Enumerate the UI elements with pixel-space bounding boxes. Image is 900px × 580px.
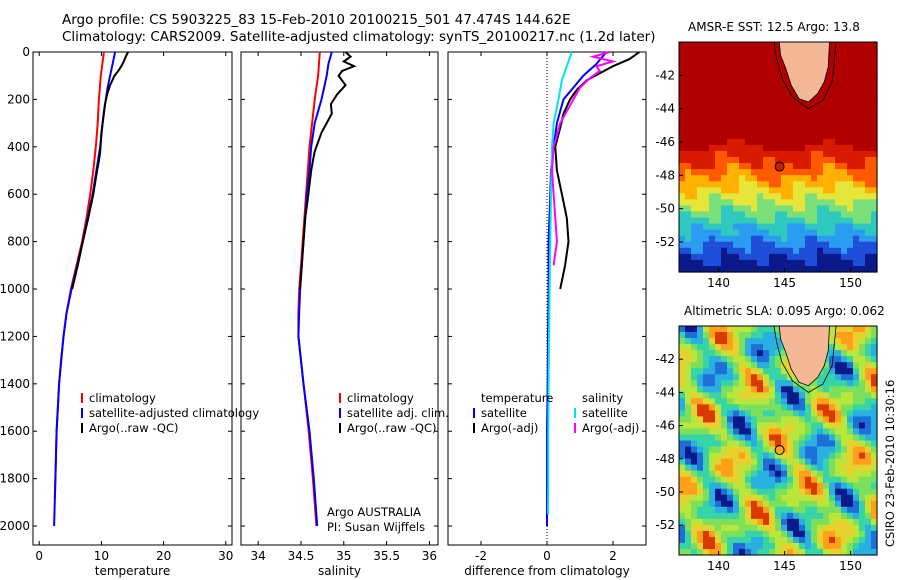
diff-legend-heading: temperature xyxy=(481,391,553,405)
sla_map-xtick-label: 145 xyxy=(773,559,796,573)
sla_map-ytick-label: -44 xyxy=(655,385,675,399)
sst_map-xtick-label: 145 xyxy=(773,276,796,290)
sal-axes-frame xyxy=(240,51,439,546)
sla-map-title: Altimetric SLA: 0.095 Argo: 0.062 xyxy=(684,304,885,318)
temp-ytick-label: 1200 xyxy=(0,329,30,343)
temp-legend-label: climatology xyxy=(89,391,156,405)
diff-xlabel: difference from climatology xyxy=(464,564,630,578)
temp-ytick-label: 1400 xyxy=(0,377,30,391)
sla_map-isobath xyxy=(773,325,837,393)
temp-series-2 xyxy=(71,51,129,290)
sst_map-xtick-label: 140 xyxy=(707,276,730,290)
temp-ytick-label: 600 xyxy=(7,187,30,201)
argo-note-line: Argo AUSTRALIA xyxy=(327,505,421,519)
temp-xlabel: temperature xyxy=(95,564,170,578)
sla_map-xtick-label: 150 xyxy=(839,559,862,573)
sla_map-argo-marker xyxy=(774,445,785,456)
diff-xtick-label: 0 xyxy=(543,549,551,563)
temp-ytick-label: 1600 xyxy=(0,424,30,438)
sla_map-ytick-label: -42 xyxy=(655,352,675,366)
sal-xtick-label: 35 xyxy=(336,549,351,563)
diff-legend-label: Argo(-adj) xyxy=(582,421,639,435)
sal-xlabel: salinity xyxy=(318,564,361,578)
sst_map-xtick-label: 150 xyxy=(839,276,862,290)
temp-ytick-label: 1800 xyxy=(0,472,30,486)
temp-ytick-label: 400 xyxy=(7,140,30,154)
diff-legend-label: satellite xyxy=(582,406,628,420)
argo-note-line: PI: Susan Wijffels xyxy=(327,520,425,534)
diff-legend-heading: salinity xyxy=(582,391,623,405)
diff-series-3 xyxy=(550,51,617,266)
sst_map-ytick-label: -48 xyxy=(655,168,675,182)
diff-xtick-label: -2 xyxy=(475,549,487,563)
sla_map-frame xyxy=(678,325,878,556)
sst_map-frame xyxy=(678,41,878,273)
temp-ytick-label: 1000 xyxy=(0,282,30,296)
temp-ytick-label: 0 xyxy=(22,45,30,59)
diff-xtick-label: 2 xyxy=(609,549,617,563)
sst_map-landmass xyxy=(778,41,830,103)
sal-xtick-label: 35.5 xyxy=(373,549,400,563)
temp-ytick-label: 200 xyxy=(7,92,30,106)
sst_map-field xyxy=(679,42,878,273)
sal-xtick-label: 34.5 xyxy=(288,549,315,563)
sst_map-ytick-label: -50 xyxy=(655,202,675,216)
temp-xtick-label: 20 xyxy=(156,549,171,563)
sal-legend-label: climatology xyxy=(347,391,414,405)
figure-title-line1: Argo profile: CS 5903225_83 15-Feb-2010 … xyxy=(62,12,571,28)
sal-xtick-label: 36 xyxy=(422,549,437,563)
temp-xtick-label: 30 xyxy=(218,549,233,563)
sst_map-ytick-label: -42 xyxy=(655,68,675,82)
sla_map-ytick-label: -52 xyxy=(655,518,675,532)
sst-map-title: AMSR-E SST: 12.5 Argo: 13.8 xyxy=(688,20,860,34)
sla_map-ytick-label: -46 xyxy=(655,419,675,433)
sla_map-landmass xyxy=(778,325,830,387)
figure-title-line2: Climatology: CARS2009. Satellite-adjuste… xyxy=(62,29,656,45)
sal-legend-label: Argo(..raw -QC) xyxy=(347,421,437,435)
sal-legend-label: satellite adj. clim. xyxy=(347,406,449,420)
sst_map-ytick-label: -52 xyxy=(655,235,675,249)
sla_map-xtick-label: 140 xyxy=(707,559,730,573)
temp-legend-label: Argo(..raw -QC) xyxy=(89,421,179,435)
diff-legend-label: satellite xyxy=(481,406,527,420)
diff-legend-label: Argo(-adj) xyxy=(481,421,538,435)
sla_map-ytick-label: -48 xyxy=(655,452,675,466)
sst_map-isobath xyxy=(773,41,837,110)
temp-legend-label: satellite-adjusted climatology xyxy=(89,406,259,420)
sla_map-ytick-label: -50 xyxy=(655,485,675,499)
temp-ytick-label: 2000 xyxy=(0,519,30,533)
sla_map-field xyxy=(679,326,878,556)
temp-xtick-label: 0 xyxy=(35,549,43,563)
temp-ytick-label: 800 xyxy=(7,235,30,249)
diff-series-2 xyxy=(547,51,573,515)
temp-xtick-label: 10 xyxy=(94,549,109,563)
sal-xtick-label: 34 xyxy=(250,549,265,563)
sst_map-ytick-label: -46 xyxy=(655,135,675,149)
sal-series-2 xyxy=(299,51,357,290)
sst_map-argo-marker xyxy=(774,161,785,172)
temp-axes-frame xyxy=(32,51,233,546)
sst_map-ytick-label: -44 xyxy=(655,102,675,116)
